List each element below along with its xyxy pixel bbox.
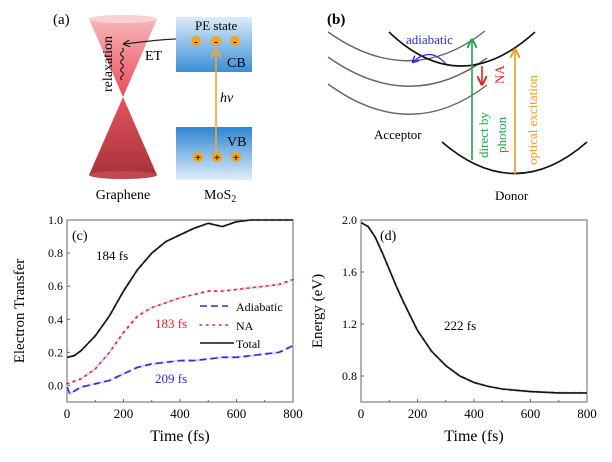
chart-c-ytick-label: 0.0	[48, 378, 63, 392]
chart-c-annotation-na: 183 fs	[155, 316, 187, 331]
chart-c-series-na	[66, 278, 294, 385]
chart-c-xtick-label: 200	[114, 406, 134, 421]
relaxation-wavy-arrow	[119, 47, 125, 81]
chart-c-xtick-label: 600	[227, 406, 247, 421]
electrons: - - -	[191, 36, 240, 48]
optical-excitation-label: optical excitation	[525, 75, 540, 165]
chart-c-series-total	[66, 219, 293, 359]
adiabatic-label: adiabatic	[406, 32, 453, 47]
chart-d-xtick-label: 400	[464, 406, 484, 421]
chart-c-xtick-label: 800	[283, 406, 303, 421]
cb-label: CB	[227, 56, 246, 71]
chart-c-ylabel: Electron Transfer	[12, 259, 28, 364]
chart-d-series	[359, 221, 589, 395]
chart-d-series-energy	[360, 221, 587, 394]
adiabatic-arrow	[413, 53, 447, 65]
graphene-lower-cone	[89, 97, 157, 175]
chart-c-series	[65, 218, 295, 396]
chart-c-ytick-label: 0.2	[48, 345, 63, 359]
chart-c-ytick-label: 0.6	[48, 279, 63, 293]
vb-label: VB	[227, 135, 246, 150]
hole	[193, 152, 203, 162]
electron	[211, 36, 221, 46]
hole	[231, 152, 241, 162]
chart-c-ytick-label: 1.0	[48, 213, 63, 227]
relaxation-label: relaxation	[101, 36, 116, 92]
chart-c-xtick-label: 0	[64, 406, 71, 421]
chart-d-ylabel: Energy (eV)	[310, 274, 326, 348]
mos2-subscript: 2	[231, 194, 236, 205]
chart-c-fit-na	[65, 278, 295, 386]
chart-d-xlabel: Time (fs)	[444, 428, 503, 445]
electron-sign: -	[214, 36, 218, 48]
et-label: ET	[145, 49, 163, 64]
electron-sign: -	[233, 36, 237, 48]
chart-c-series-adiabatic	[66, 344, 294, 395]
acceptor-curve-1	[327, 30, 486, 62]
graphene-cone-top-rim	[89, 15, 157, 23]
chart-d-ytick-label: 0.8	[342, 369, 357, 383]
electron	[230, 36, 240, 46]
na-label: NA	[492, 65, 507, 84]
chart-c-annotation-total: 184 fs	[96, 248, 128, 263]
acceptor-curve-3	[327, 83, 488, 115]
holes: + + +	[193, 152, 241, 164]
panel-a-label: (a)	[53, 12, 70, 28]
chart-d-ytick-label: 1.6	[342, 265, 357, 279]
chart-d-ytick-label: 2.0	[342, 213, 357, 227]
chart-c-xtick-label: 400	[170, 406, 190, 421]
chart-c-ytick-label: 0.4	[48, 312, 63, 326]
chart-d: (d) Energy (eV) Time (fs) 0 200 400 600 8000…	[310, 213, 597, 445]
hole-sign: +	[233, 152, 239, 164]
chart-d-xtick-label: 800	[577, 406, 597, 421]
graphene-label: Graphene	[96, 188, 150, 203]
chart-c-panel-label: (c)	[72, 229, 88, 244]
chart-d-xtick-label: 0	[358, 406, 365, 421]
legend-label-adiabatic: Adiabatic	[236, 300, 283, 314]
chart-d-frame	[360, 219, 588, 403]
mos2-text: MoS	[204, 188, 231, 203]
panel-b: (b) adiabatic NA direct by photon optica…	[327, 12, 588, 203]
chart-d-xtick-label: 200	[408, 406, 428, 421]
legend-label-total: Total	[236, 337, 261, 351]
acceptor-curve-2	[327, 56, 488, 87]
chart-c-xlabel: Time (fs)	[150, 428, 209, 445]
chart-c-annotation-adiabatic: 209 fs	[155, 371, 187, 386]
chart-d-fit-energy	[359, 221, 589, 395]
chart-c-legend: Adiabatic NA Total	[199, 300, 283, 351]
hv-label: hν	[220, 91, 234, 106]
chart-d-ticks: 0 200 400 600 800 0.8 1.2 1.6 2.0	[342, 213, 597, 421]
electron-sign: -	[194, 36, 198, 48]
graphene-cone-bottom-rim	[89, 171, 157, 179]
legend-label-na: NA	[236, 319, 254, 333]
direct-by-label: direct by	[476, 112, 491, 158]
hole-sign: +	[214, 152, 220, 164]
chart-d-panel-label: (d)	[380, 229, 397, 244]
panel-a: (a) relaxation ET PE state CB - - - VB +	[53, 12, 252, 205]
chart-c-fit-adiabatic	[65, 344, 295, 396]
chart-d-xtick-label: 600	[521, 406, 541, 421]
mos2-label: MoS2	[204, 188, 236, 205]
chart-c-ytick-label: 0.8	[48, 246, 63, 260]
hole	[212, 152, 222, 162]
acceptor-label: Acceptor	[374, 127, 422, 142]
pe-state-label: PE state	[195, 18, 237, 33]
donor-label: Donor	[495, 188, 529, 203]
chart-c: (c) Electron Transfer Time (fs) 0 200 400 6…	[12, 213, 303, 445]
chart-d-ytick-label: 1.2	[342, 317, 357, 331]
donor-excited-curve	[388, 31, 536, 67]
hole-sign: +	[195, 152, 201, 164]
electron	[191, 36, 201, 46]
chart-d-annotation: 222 fs	[444, 318, 476, 333]
chart-c-ticks: 0 200 400 600 800 0.0 0.2 0.4 0.6 0.8 1.0	[48, 213, 303, 421]
panel-b-label: (b)	[327, 12, 345, 28]
photon-label: photon	[494, 116, 509, 153]
